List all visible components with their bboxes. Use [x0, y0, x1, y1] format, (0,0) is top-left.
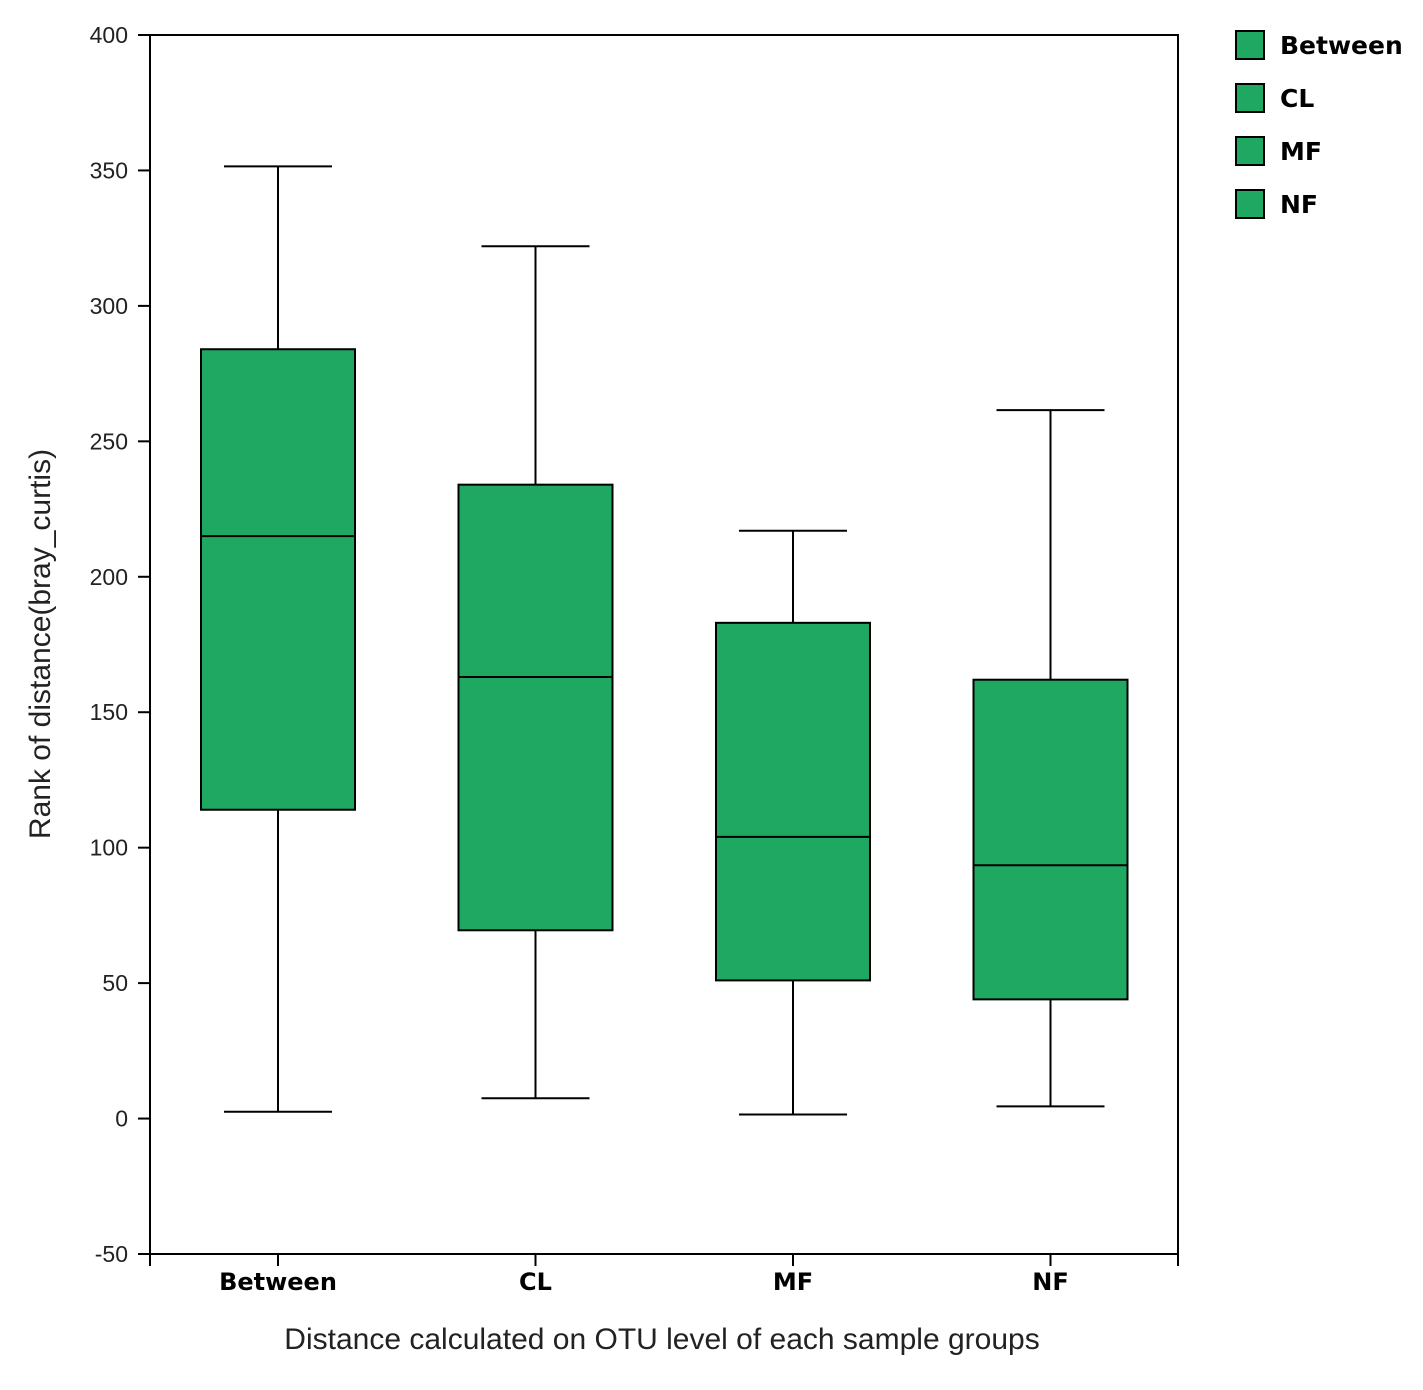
y-tick-label: 50	[102, 970, 128, 996]
legend: Between CL MF NF	[1235, 30, 1403, 219]
legend-label: CL	[1280, 84, 1314, 113]
x-tick-label: MF	[773, 1268, 813, 1296]
legend-label: MF	[1280, 137, 1322, 166]
y-tick-label: -50	[95, 1241, 128, 1267]
legend-label: Between	[1280, 31, 1403, 60]
y-tick-label: 300	[90, 293, 128, 319]
y-tick-label: 400	[90, 22, 128, 48]
box-series	[200, 165, 1129, 1116]
interquartile-box	[457, 483, 614, 932]
interquartile-box	[715, 621, 871, 982]
y-axis-title: Rank of distance(bray_curtis)	[24, 449, 57, 839]
x-axis: Between CL MF NF	[149, 1254, 1179, 1296]
box-cl	[457, 245, 614, 1100]
legend-swatch	[1235, 189, 1265, 219]
x-tick-label: CL	[519, 1268, 552, 1296]
box-between	[200, 165, 356, 1113]
y-tick-label: 350	[90, 157, 128, 183]
legend-label: NF	[1280, 190, 1318, 219]
box-nf	[972, 409, 1129, 1108]
legend-item: CL	[1235, 83, 1314, 113]
y-tick-label: 150	[90, 699, 128, 725]
x-tick-label: NF	[1032, 1268, 1068, 1296]
legend-item: NF	[1235, 189, 1318, 219]
y-tick-label: 100	[90, 835, 128, 861]
x-axis-title: Distance calculated on OTU level of each…	[284, 1323, 1039, 1356]
legend-item: Between	[1235, 30, 1403, 60]
y-tick-label: 200	[90, 564, 128, 590]
legend-swatch	[1235, 83, 1265, 113]
box-mf	[715, 529, 871, 1116]
interquartile-box	[200, 348, 356, 811]
interquartile-box	[972, 678, 1129, 1001]
y-tick-label: 250	[90, 428, 128, 454]
plot-frame	[149, 34, 1179, 1255]
y-tick-label: 0	[115, 1106, 128, 1132]
legend-swatch	[1235, 30, 1265, 60]
legend-item: MF	[1235, 136, 1322, 166]
legend-swatch	[1235, 136, 1265, 166]
y-axis: -50 0 50 100 150 200 250 300 350 400	[90, 22, 150, 1267]
x-tick-label: Between	[219, 1268, 337, 1296]
